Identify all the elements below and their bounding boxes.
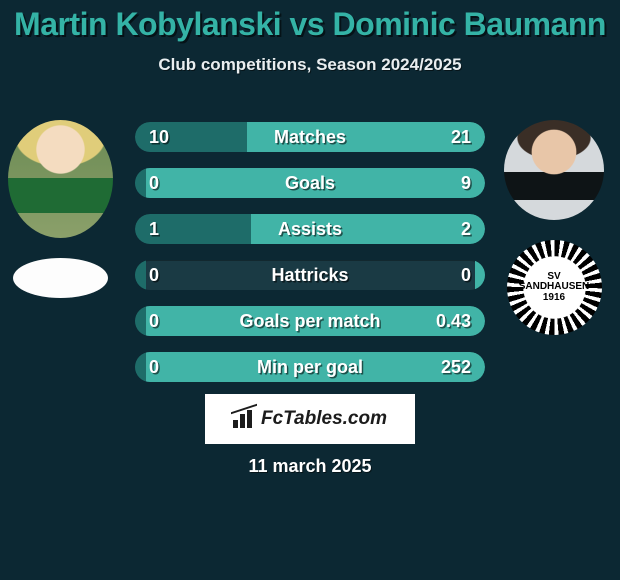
stat-row: 00Hattricks — [135, 260, 485, 290]
stat-row: 12Assists — [135, 214, 485, 244]
left-player-column — [8, 120, 113, 298]
stat-label: Matches — [135, 122, 485, 152]
right-player-avatar — [504, 120, 604, 220]
right-club-badge-text: SV SANDHAUSEN 1916 — [519, 272, 590, 304]
date: 11 march 2025 — [0, 456, 620, 477]
left-club-badge — [13, 258, 108, 298]
stat-label: Goals — [135, 168, 485, 198]
left-player-avatar — [8, 120, 113, 238]
right-player-column: SV SANDHAUSEN 1916 — [504, 120, 604, 335]
stat-row: 00.43Goals per match — [135, 306, 485, 336]
footer-brand-text: FcTables.com — [261, 408, 387, 430]
page-title: Martin Kobylanski vs Dominic Baumann — [0, 0, 620, 43]
right-club-badge: SV SANDHAUSEN 1916 — [507, 240, 602, 335]
stat-label: Hattricks — [135, 260, 485, 290]
stat-label: Assists — [135, 214, 485, 244]
stat-bars: 1021Matches 09Goals 12Assists 00Hattricks 00… — [135, 122, 485, 398]
stat-row: 0252Min per goal — [135, 352, 485, 382]
stat-row: 09Goals — [135, 168, 485, 198]
fctables-icon — [233, 410, 255, 428]
stat-label: Goals per match — [135, 306, 485, 336]
subtitle: Club competitions, Season 2024/2025 — [0, 55, 620, 75]
stat-label: Min per goal — [135, 352, 485, 382]
stat-row: 1021Matches — [135, 122, 485, 152]
footer-brand: FcTables.com — [205, 394, 415, 444]
